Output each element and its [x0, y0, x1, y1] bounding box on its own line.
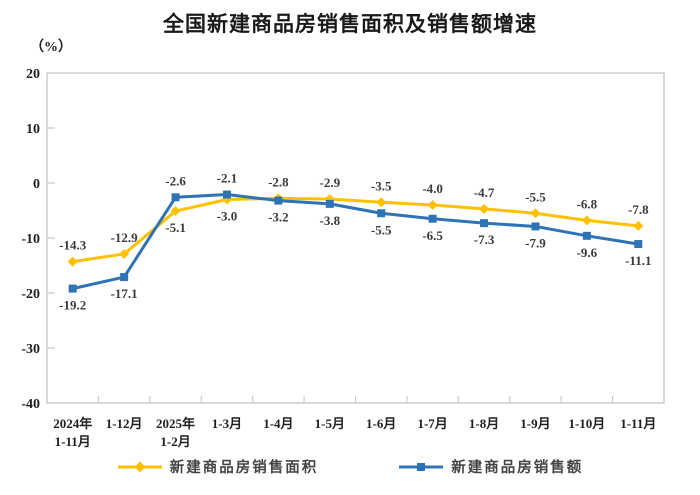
- data-point-square: [428, 214, 437, 223]
- data-label: -7.8: [628, 202, 649, 217]
- x-axis-label: 1-3月: [212, 416, 242, 431]
- data-point-diamond: [67, 256, 78, 267]
- data-point-diamond: [376, 197, 387, 208]
- data-label: -7.3: [474, 232, 495, 247]
- data-label: -5.5: [371, 222, 392, 237]
- chart-title: 全国新建商品房销售面积及销售额增速: [163, 13, 537, 36]
- x-axis-label: 2025年: [156, 416, 195, 431]
- data-label: -5.1: [165, 220, 186, 235]
- y-axis-label: -20: [21, 287, 40, 302]
- data-point-diamond: [119, 248, 130, 259]
- data-point-square: [325, 199, 334, 208]
- series-line-1: [71, 193, 640, 291]
- data-point-diamond: [170, 206, 181, 217]
- sales-amount-swatch-icon: [399, 462, 444, 471]
- x-axis-label: 1-12月: [106, 416, 143, 431]
- data-point-square: [377, 209, 386, 218]
- data-point-diamond: [479, 203, 490, 214]
- data-point-square: [120, 273, 129, 282]
- x-axis-label: 1-4月: [263, 416, 293, 431]
- data-point-square: [171, 193, 180, 202]
- x-axis-label: 2024年: [53, 416, 92, 431]
- data-label: -11.1: [625, 253, 651, 268]
- data-label: -3.5: [371, 178, 392, 193]
- data-point-square: [222, 190, 231, 199]
- data-point-square: [634, 240, 643, 249]
- sales-area-swatch-icon: [117, 461, 162, 472]
- y-axis-label: 0: [33, 177, 40, 192]
- data-label: -5.5: [525, 189, 546, 204]
- y-axis-label: -30: [21, 342, 40, 357]
- square-marker-icon: [417, 462, 426, 471]
- data-label: -14.3: [59, 238, 87, 253]
- data-label: -3.8: [319, 213, 340, 228]
- x-axis-label: 1-7月: [417, 416, 447, 431]
- data-label: -2.6: [165, 173, 186, 188]
- data-label: -3.0: [217, 209, 238, 224]
- legend-item-sales-amount: 新建商品房销售额: [398, 456, 583, 477]
- x-axis-label: 1-8月: [469, 416, 499, 431]
- y-axis-label: 20: [26, 67, 40, 82]
- y-axis-label: 10: [26, 122, 40, 137]
- data-label: -17.1: [111, 286, 138, 301]
- legend-label-sales-area: 新建商品房销售面积: [169, 460, 319, 476]
- legend-item-sales-area: 新建商品房销售面积: [117, 456, 319, 477]
- series-line-0: [71, 196, 640, 264]
- legend-label-sales-amount: 新建商品房销售额: [451, 460, 584, 476]
- data-label: -2.9: [319, 175, 340, 190]
- y-axis-label: -40: [21, 397, 40, 412]
- data-label: -4.0: [422, 181, 443, 196]
- data-point-square: [582, 231, 591, 240]
- data-point-square: [274, 196, 283, 205]
- chart-legend: 新建商品房销售面积 新建商品房销售额: [0, 456, 700, 477]
- data-label: -2.8: [268, 174, 289, 189]
- data-label: -12.9: [111, 230, 139, 245]
- data-point-square: [68, 284, 77, 293]
- data-point-diamond: [530, 208, 541, 219]
- x-axis-label: 1-9月: [520, 416, 550, 431]
- line-chart: 20 10 0 -10 -20 -30 -40 2024年 1-11月 1-12月 2025年 1-2…: [21, 67, 665, 449]
- data-point-diamond: [633, 220, 644, 231]
- data-label: -9.6: [577, 245, 598, 260]
- data-label: -3.2: [268, 210, 289, 225]
- plot-border: [46, 72, 665, 404]
- data-label: -19.2: [59, 298, 86, 313]
- x-axis-label: 1-10月: [568, 416, 605, 431]
- data-label: -4.7: [474, 185, 495, 200]
- y-axis-unit-label: （%）: [30, 40, 72, 55]
- data-point-square: [531, 222, 540, 231]
- data-label: -6.8: [577, 196, 598, 211]
- data-label: -2.1: [217, 171, 238, 186]
- data-point-square: [480, 219, 489, 228]
- x-axis-label: 1-5月: [315, 416, 345, 431]
- x-axis-label: 1-6月: [366, 416, 396, 431]
- x-axis-label: 1-11月: [620, 416, 656, 431]
- data-label: -7.9: [525, 235, 546, 250]
- data-point-diamond: [581, 215, 592, 226]
- x-axis-label-line2: 1-2月: [160, 434, 190, 449]
- x-axis-label-line2: 1-11月: [55, 434, 91, 449]
- data-label: -6.5: [422, 228, 443, 243]
- y-axis-label: -10: [21, 232, 40, 247]
- data-point-diamond: [427, 200, 438, 210]
- diamond-marker-icon: [134, 461, 146, 472]
